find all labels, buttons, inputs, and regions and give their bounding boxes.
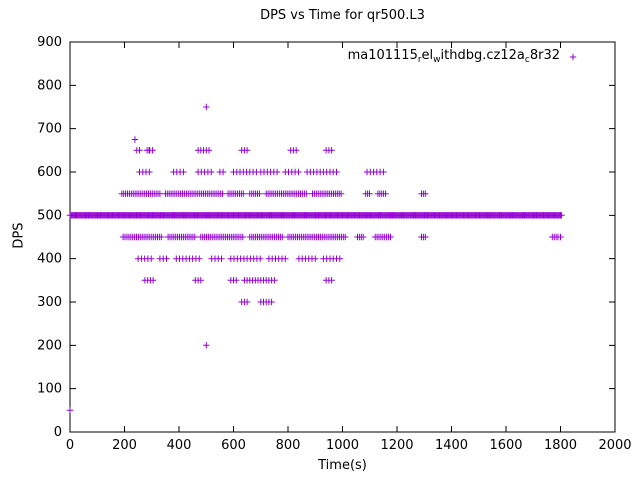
y-tick-label: 800	[37, 78, 62, 93]
legend-entry: ma101115relwithdbg.cz12ac8r32	[0, 48, 560, 65]
legend-label-text: ithdbg.cz12a	[440, 48, 525, 63]
chart-title: DPS vs Time for qr500.L3	[260, 8, 425, 23]
legend-label-subscript: w	[433, 55, 441, 65]
x-tick-label: 400	[167, 438, 192, 453]
y-tick-label: 500	[37, 208, 62, 223]
y-tick-label: 900	[37, 35, 62, 50]
y-tick-label: 400	[37, 252, 62, 267]
scatter-markers	[66, 53, 577, 414]
legend-label-subscript: c	[524, 55, 530, 65]
legend-label-text: 8r32	[529, 48, 560, 63]
x-tick-label: 1400	[435, 438, 468, 453]
x-tick-label: 800	[276, 438, 301, 453]
x-tick-label: 1200	[380, 438, 413, 453]
legend-label-text: ma101115	[347, 48, 418, 63]
legend-series-label: ma101115relwithdbg.cz12ac8r32	[347, 48, 560, 65]
y-tick-label: 700	[37, 122, 62, 137]
y-tick-label: 200	[37, 338, 62, 353]
x-tick-label: 600	[221, 438, 246, 453]
x-axis-label: Time(s)	[318, 458, 367, 473]
x-tick-label: 200	[112, 438, 137, 453]
x-tick-label: 1000	[326, 438, 359, 453]
legend-label-subscript: r	[417, 55, 422, 65]
y-tick-label: 300	[37, 295, 62, 310]
x-tick-label: 0	[66, 438, 74, 453]
x-tick-label: 1800	[544, 438, 577, 453]
x-tick-label: 2000	[598, 438, 631, 453]
y-tick-label: 600	[37, 165, 62, 180]
y-tick-label: 100	[37, 382, 62, 397]
x-tick-label: 1600	[489, 438, 522, 453]
y-tick-label: 0	[54, 425, 62, 440]
legend-label-text: el	[421, 48, 434, 63]
